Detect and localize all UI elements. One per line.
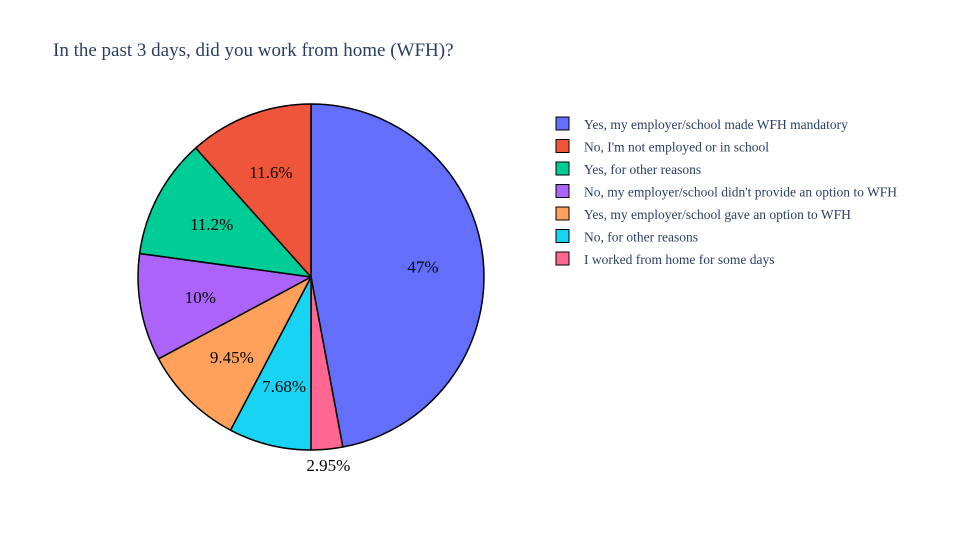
slice-label-4: 10% [185, 288, 216, 307]
pie-slice-3 [157, 276, 312, 431]
legend: Yes, my employer/school made WFH mandato… [555, 116, 897, 267]
legend-label-3[interactable]: No, my employer/school didn't provide an… [584, 185, 897, 200]
legend-label-6[interactable]: I worked from home for some days [584, 252, 774, 267]
pie-slices [137, 103, 485, 451]
pie-slice-0 [310, 103, 485, 448]
legend-swatch-6[interactable] [555, 251, 570, 266]
legend-swatch-5[interactable] [555, 229, 570, 243]
legend-swatch-4[interactable] [555, 206, 570, 221]
legend-swatch-3[interactable] [555, 184, 570, 198]
legend-label-2[interactable]: Yes, for other reasons [584, 162, 701, 177]
legend-label-5[interactable]: No, for other reasons [584, 230, 698, 245]
legend-swatch-0[interactable] [555, 116, 570, 131]
slice-label-5: 11.2% [190, 215, 233, 234]
pie-slice-5 [138, 147, 312, 278]
legend-label-1[interactable]: No, I'm not employed or in school [584, 140, 769, 155]
slice-label-2: 7.68% [262, 377, 306, 396]
slice-label-1: 2.95% [306, 456, 350, 475]
slice-label-0: 47% [407, 258, 438, 277]
legend-label-4[interactable]: Yes, my employer/school gave an option t… [584, 207, 851, 222]
pie-slice-6 [194, 103, 312, 278]
slice-label-6: 11.6% [249, 163, 292, 182]
pie-slice-4 [137, 252, 312, 360]
legend-label-0[interactable]: Yes, my employer/school made WFH mandato… [584, 117, 848, 132]
chart-title: In the past 3 days, did you work from ho… [53, 40, 454, 61]
legend-swatch-2[interactable] [555, 161, 570, 176]
slice-labels: 47% 2.95% 7.68% 9.45% 10% 11.2% 11.6% [185, 163, 439, 475]
legend-swatch-1[interactable] [555, 139, 570, 153]
slice-label-3: 9.45% [210, 348, 254, 367]
